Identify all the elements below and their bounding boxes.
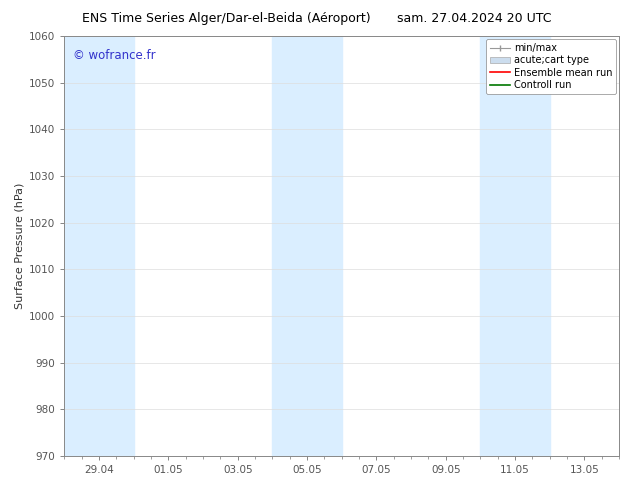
Legend: min/max, acute;cart type, Ensemble mean run, Controll run: min/max, acute;cart type, Ensemble mean … [486,39,616,94]
Y-axis label: Surface Pressure (hPa): Surface Pressure (hPa) [15,183,25,309]
Text: ENS Time Series Alger/Dar-el-Beida (Aéroport): ENS Time Series Alger/Dar-el-Beida (Aéro… [82,12,371,25]
Bar [65,36,134,456]
Text: sam. 27.04.2024 20 UTC: sam. 27.04.2024 20 UTC [397,12,552,25]
Bar [273,36,342,456]
Text: © wofrance.fr: © wofrance.fr [73,49,155,62]
Bar [481,36,550,456]
